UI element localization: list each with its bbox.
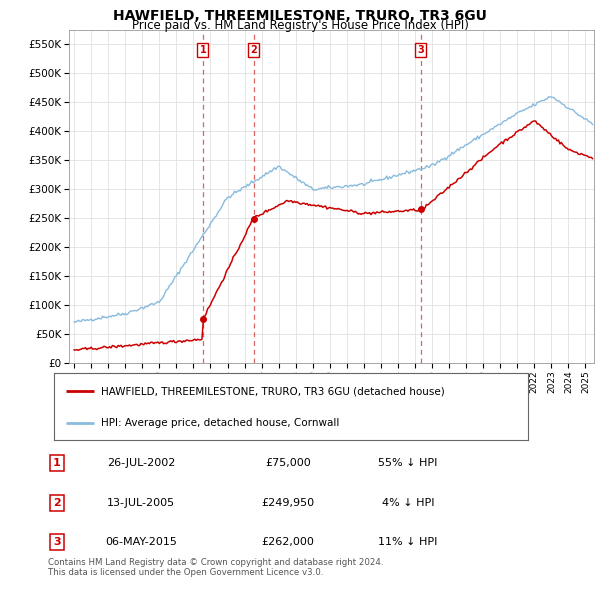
- Text: 13-JUL-2005: 13-JUL-2005: [107, 498, 175, 507]
- Text: 3: 3: [418, 45, 424, 55]
- Text: 4% ↓ HPI: 4% ↓ HPI: [382, 498, 434, 507]
- Text: Price paid vs. HM Land Registry's House Price Index (HPI): Price paid vs. HM Land Registry's House …: [131, 19, 469, 32]
- Text: 1: 1: [200, 45, 206, 55]
- Text: 2: 2: [53, 498, 61, 507]
- Text: 3: 3: [53, 537, 61, 546]
- Text: 2: 2: [250, 45, 257, 55]
- Text: HAWFIELD, THREEMILESTONE, TRURO, TR3 6GU: HAWFIELD, THREEMILESTONE, TRURO, TR3 6GU: [113, 9, 487, 23]
- Text: HPI: Average price, detached house, Cornwall: HPI: Average price, detached house, Corn…: [101, 418, 340, 428]
- Text: 06-MAY-2015: 06-MAY-2015: [105, 537, 177, 546]
- Text: Contains HM Land Registry data © Crown copyright and database right 2024.
This d: Contains HM Land Registry data © Crown c…: [48, 558, 383, 577]
- Text: 1: 1: [53, 458, 61, 468]
- Text: 11% ↓ HPI: 11% ↓ HPI: [379, 537, 437, 546]
- Text: HAWFIELD, THREEMILESTONE, TRURO, TR3 6GU (detached house): HAWFIELD, THREEMILESTONE, TRURO, TR3 6GU…: [101, 386, 445, 396]
- Text: 26-JUL-2002: 26-JUL-2002: [107, 458, 175, 468]
- Text: £249,950: £249,950: [262, 498, 314, 507]
- Text: 55% ↓ HPI: 55% ↓ HPI: [379, 458, 437, 468]
- Text: £262,000: £262,000: [262, 537, 314, 546]
- Text: £75,000: £75,000: [265, 458, 311, 468]
